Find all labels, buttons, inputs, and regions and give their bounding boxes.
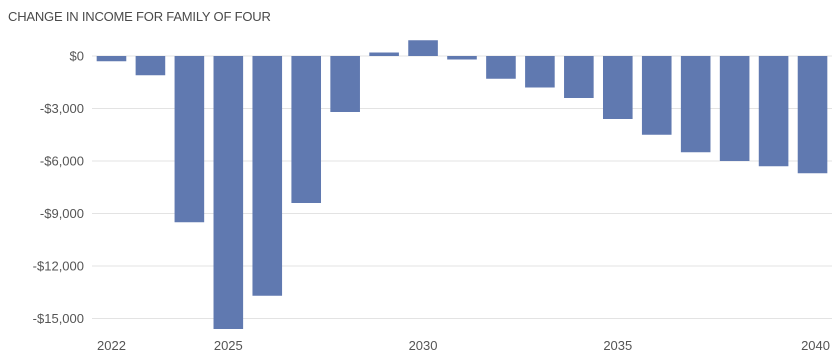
bar-2035 — [602, 56, 633, 119]
x-tick-label: 2030 — [409, 338, 438, 353]
y-tick-label: $0 — [70, 49, 84, 64]
bar-2039 — [758, 56, 789, 167]
y-axis-ticks: $0 -$3,000 -$6,000 -$9,000 -$12,000 -$15,000 — [33, 49, 84, 327]
bar-2040 — [797, 56, 828, 174]
chart-title: CHANGE IN INCOME FOR FAMILY OF FOUR — [8, 9, 271, 24]
x-tick-label: 2035 — [603, 338, 632, 353]
y-tick-label: -$15,000 — [33, 311, 84, 326]
bar-2023 — [135, 56, 166, 76]
y-tick-label: -$9,000 — [40, 206, 84, 221]
y-tick-label: -$6,000 — [40, 154, 84, 169]
bar-2028 — [330, 56, 360, 112]
bar-2037 — [680, 56, 711, 153]
bar-2033 — [525, 56, 555, 88]
x-tick-label: 2025 — [214, 338, 243, 353]
x-tick-label: 2022 — [97, 338, 126, 353]
x-tick-label: 2040 — [801, 338, 830, 353]
bar-2038 — [719, 56, 750, 161]
bar-2036 — [641, 56, 672, 135]
bars — [96, 40, 828, 329]
bar-2029 — [369, 52, 399, 56]
x-axis-ticks: 2022 2025 2030 2035 2040 — [97, 338, 830, 353]
bar-2025 — [213, 56, 244, 329]
y-tick-label: -$3,000 — [40, 101, 84, 116]
bar-2031 — [447, 56, 477, 60]
bar-2027 — [291, 56, 322, 203]
bar-2032 — [486, 56, 516, 79]
bar-2024 — [174, 56, 205, 223]
bar-2034 — [564, 56, 594, 98]
bar-2026 — [252, 56, 283, 296]
bar-2030 — [408, 40, 438, 56]
y-tick-label: -$12,000 — [33, 259, 84, 274]
bar-2022 — [96, 56, 127, 62]
